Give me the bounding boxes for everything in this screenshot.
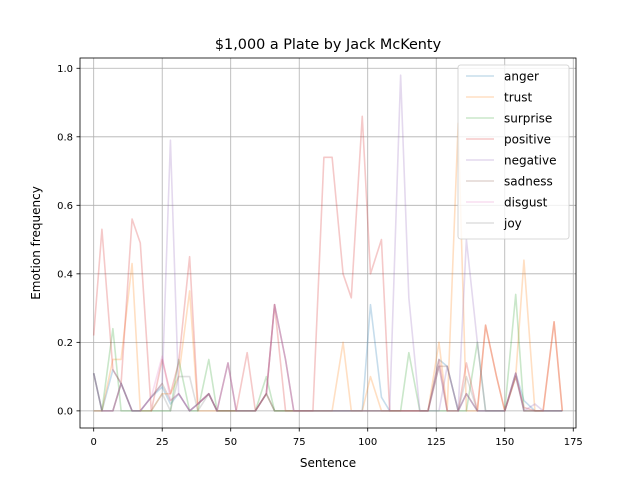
legend: anger trust surprise positive negative sadnes… <box>457 64 570 240</box>
y-tick-label: 0.6 <box>57 201 73 212</box>
x-axis-label: Sentence <box>300 456 356 470</box>
plot-frame <box>79 57 577 429</box>
series-line-positive <box>92 115 564 412</box>
series-line-trust <box>93 122 564 412</box>
series-line-surprise <box>93 293 563 412</box>
x-tick-label: 75 <box>293 437 306 448</box>
series-line-anger <box>92 303 563 412</box>
series-line-disgust <box>93 303 563 412</box>
grid-lines <box>80 58 576 428</box>
axis-ticks: 0 25 50 75 100 125 150 175 0.0 0.2 0.4 0.6 0.8 1.0 <box>57 64 583 448</box>
x-tick-label: 150 <box>495 437 514 448</box>
legend-label-negative: negative <box>504 154 556 168</box>
y-tick-label: 0.0 <box>57 406 73 417</box>
legend-label-sadness: sadness <box>504 175 553 189</box>
legend-label-joy: joy <box>503 217 522 231</box>
x-tick-label: 100 <box>358 437 377 448</box>
legend-label-anger: anger <box>504 70 539 84</box>
legend-label-disgust: disgust <box>504 196 548 210</box>
y-tick-label: 1.0 <box>57 64 73 75</box>
y-tick-label: 0.8 <box>57 132 73 143</box>
series-line-joy <box>92 365 563 412</box>
legend-label-positive: positive <box>504 133 551 147</box>
y-tick-label: 0.2 <box>57 338 73 349</box>
series-line-negative <box>92 74 563 412</box>
x-tick-label: 125 <box>427 437 446 448</box>
x-tick-label: 50 <box>224 437 237 448</box>
y-axis-label: Emotion frequency <box>29 186 43 300</box>
x-tick-label: 175 <box>564 437 583 448</box>
series-line-sadness <box>92 303 563 412</box>
series-lines <box>92 74 564 412</box>
x-tick-label: 0 <box>91 437 97 448</box>
chart-title: $1,000 a Plate by Jack McKenty <box>215 37 442 53</box>
legend-label-surprise: surprise <box>504 112 552 126</box>
y-tick-label: 0.4 <box>57 269 73 280</box>
legend-label-trust: trust <box>504 91 532 105</box>
x-tick-label: 25 <box>156 437 169 448</box>
legend-box <box>457 64 570 240</box>
